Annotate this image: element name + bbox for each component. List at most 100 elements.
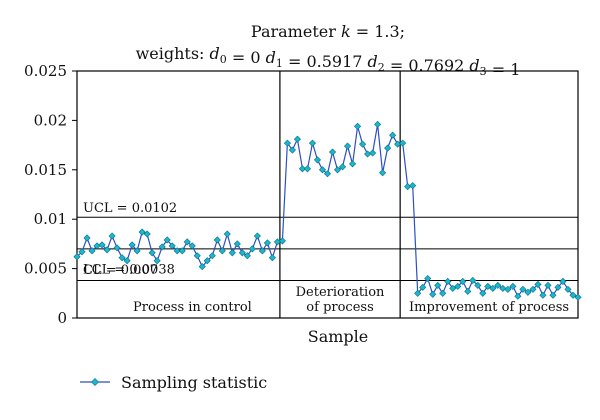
data-point	[514, 292, 522, 300]
data-point	[424, 274, 432, 283]
data-point	[484, 282, 492, 290]
legend-label: Sampling statistic	[121, 373, 267, 392]
plot-area-frame	[76, 70, 579, 319]
data-point	[374, 120, 382, 128]
control-limit-label: CL = 0.007	[83, 263, 158, 278]
data-point	[399, 139, 407, 147]
chart-title-line1: Parameter k = 1.3;	[251, 22, 405, 41]
data-point	[539, 291, 547, 299]
data-point	[529, 285, 537, 293]
data-point	[504, 285, 512, 293]
data-point	[354, 122, 362, 130]
phase-label: of process	[306, 300, 373, 315]
data-point	[394, 140, 402, 148]
data-point	[93, 242, 101, 250]
data-point	[288, 146, 296, 154]
data-point	[338, 163, 347, 171]
phase-label: Deterioration	[296, 285, 385, 300]
data-point	[409, 182, 417, 190]
data-point	[434, 281, 442, 289]
data-point	[369, 149, 377, 157]
data-point	[183, 238, 191, 246]
data-point	[549, 291, 557, 299]
x-axis-label: Sample	[308, 327, 369, 346]
data-point	[293, 135, 301, 143]
data-point	[248, 245, 256, 253]
data-point	[509, 282, 517, 290]
data-point	[238, 249, 246, 257]
data-point	[449, 284, 457, 292]
data-point	[218, 247, 226, 255]
data-point	[429, 290, 437, 298]
data-point	[474, 281, 482, 289]
data-point	[88, 247, 96, 255]
data-point	[404, 183, 412, 191]
data-point	[273, 238, 281, 246]
data-point	[118, 254, 126, 262]
data-point	[188, 242, 196, 250]
y-tick-label: 0.005	[24, 260, 67, 278]
data-point	[554, 283, 562, 291]
data-point	[283, 139, 291, 147]
data-point	[98, 241, 106, 249]
data-point	[223, 230, 231, 238]
data-point	[444, 277, 452, 285]
legend-marker	[91, 378, 99, 386]
data-point	[228, 249, 236, 257]
data-point	[349, 160, 357, 168]
data-point	[499, 284, 507, 292]
data-point	[148, 249, 156, 257]
data-point	[414, 289, 422, 297]
data-point	[454, 282, 462, 290]
data-point	[303, 165, 311, 173]
data-point	[173, 247, 181, 255]
data-point	[564, 285, 572, 293]
data-point	[318, 166, 327, 174]
data-point	[203, 257, 211, 265]
data-point	[233, 240, 241, 248]
data-point	[524, 288, 532, 296]
data-point	[253, 232, 261, 240]
data-point	[163, 236, 171, 244]
y-tick-label: 0	[57, 309, 67, 327]
control-limit-label: UCL = 0.0102	[83, 201, 177, 216]
data-point	[344, 142, 352, 150]
data-point	[73, 253, 81, 261]
data-point	[323, 170, 332, 178]
data-point	[469, 276, 477, 284]
data-point	[364, 150, 372, 158]
data-point	[268, 254, 276, 262]
data-point	[83, 234, 91, 242]
data-point	[103, 246, 111, 254]
data-point	[574, 293, 582, 301]
data-point	[559, 277, 567, 285]
data-point	[208, 252, 216, 260]
data-point	[439, 289, 447, 297]
data-point	[359, 140, 367, 148]
data-point	[544, 281, 552, 289]
data-point	[178, 247, 186, 255]
data-point	[78, 248, 86, 256]
data-point	[198, 263, 206, 271]
phase-label: Process in control	[133, 300, 252, 315]
data-point	[193, 252, 201, 260]
y-tick-label: 0.015	[24, 161, 67, 179]
data-point	[128, 241, 136, 249]
data-point	[213, 236, 221, 244]
data-point	[258, 247, 266, 255]
data-point	[479, 289, 487, 297]
data-point	[143, 230, 151, 238]
data-point	[123, 257, 131, 265]
phase-label: Improvement of process	[409, 300, 569, 315]
y-tick-label: 0.02	[34, 111, 67, 129]
data-point	[263, 239, 271, 247]
data-point	[243, 252, 251, 260]
data-point	[569, 291, 577, 299]
data-point	[389, 131, 397, 139]
data-point	[313, 156, 322, 164]
y-tick-label: 0.01	[34, 210, 67, 228]
data-point	[333, 166, 342, 174]
chart-title-line2: weights: d0 = 0 d1 = 0.5917 d2 = 0.7692 …	[136, 44, 521, 79]
